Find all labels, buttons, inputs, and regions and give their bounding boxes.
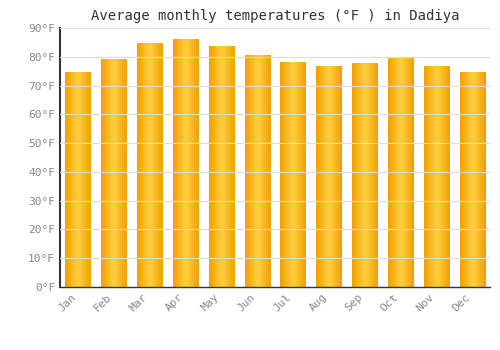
- Title: Average monthly temperatures (°F ) in Dadiya: Average monthly temperatures (°F ) in Da…: [91, 9, 459, 23]
